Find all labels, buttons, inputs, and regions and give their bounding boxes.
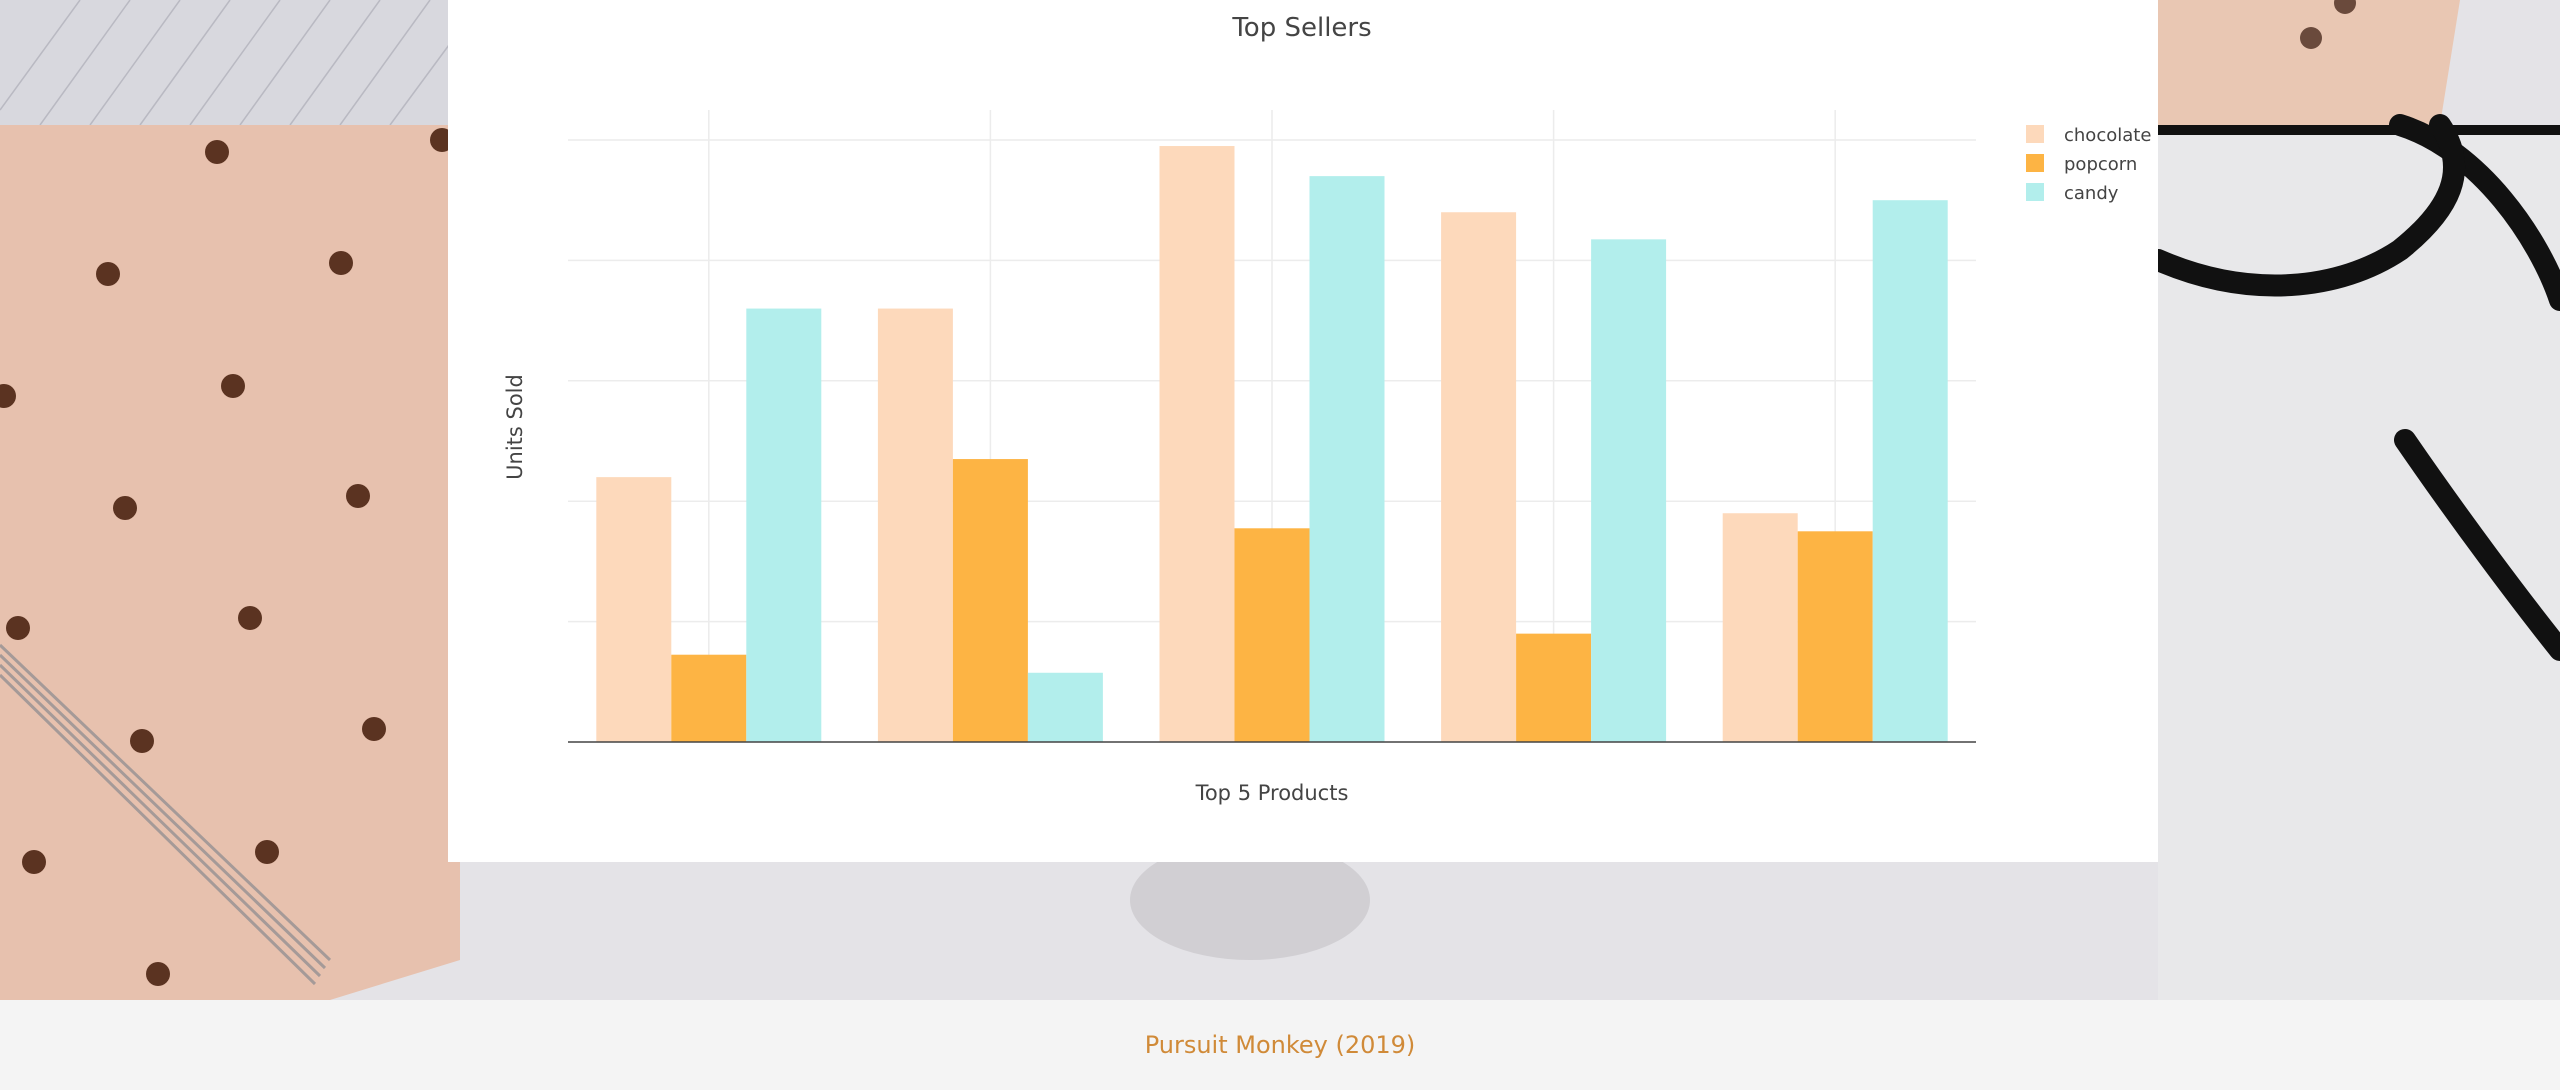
watch-strap (2158, 0, 2460, 125)
legend-swatch-popcorn[interactable] (2026, 154, 2044, 172)
bar-chocolate-1[interactable] (596, 477, 672, 742)
bar-candy-4[interactable] (1591, 239, 1667, 742)
bar-popcorn-1[interactable] (671, 654, 747, 742)
footer: Pursuit Monkey (2019) (0, 1000, 2560, 1090)
chart-card: Top Sellers Top 5 Products Units Sold ch… (448, 0, 2158, 862)
x-axis-label: Top 5 Products (1195, 781, 1349, 805)
bar-chocolate-2[interactable] (877, 308, 953, 742)
bar-candy-5[interactable] (1872, 200, 1948, 742)
legend: chocolate popcorn candy (2026, 125, 2151, 204)
bar-popcorn-5[interactable] (1797, 531, 1873, 742)
notepad-lines (0, 0, 460, 125)
legend-swatch-candy[interactable] (2026, 183, 2044, 201)
bar-chocolate-3[interactable] (1159, 146, 1235, 742)
chart-title: Top Sellers (1231, 13, 1371, 43)
bar-candy-1[interactable] (746, 308, 822, 742)
legend-label-popcorn[interactable]: popcorn (2064, 154, 2137, 175)
glasses (2147, 114, 2560, 661)
bar-popcorn-4[interactable] (1516, 633, 1592, 742)
bar-candy-2[interactable] (1027, 672, 1103, 742)
y-axis-label: Units Sold (503, 374, 527, 480)
bar-candy-3[interactable] (1309, 176, 1385, 742)
legend-swatch-chocolate[interactable] (2026, 125, 2044, 143)
bar-chocolate-4[interactable] (1441, 212, 1517, 743)
bar-popcorn-2[interactable] (952, 459, 1028, 742)
bar-chocolate-5[interactable] (1722, 513, 1798, 742)
pink-notebook (0, 125, 460, 1000)
legend-label-candy[interactable]: candy (2064, 183, 2119, 204)
legend-label-chocolate[interactable]: chocolate (2064, 125, 2151, 146)
bar-popcorn-3[interactable] (1234, 528, 1310, 742)
top-sellers-chart: Top Sellers Top 5 Products Units Sold ch… (503, 13, 2151, 805)
footer-credit: Pursuit Monkey (2019) (1144, 1031, 1416, 1059)
